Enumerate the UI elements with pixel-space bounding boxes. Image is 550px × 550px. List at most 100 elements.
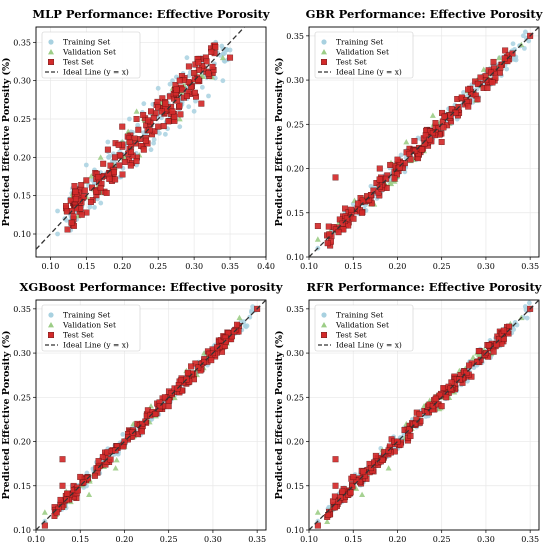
legend-validation-marker bbox=[321, 49, 327, 55]
test-point bbox=[324, 240, 331, 247]
training-point bbox=[193, 98, 198, 104]
test-point bbox=[339, 488, 346, 495]
x-tick-label: 0.15 bbox=[344, 262, 362, 271]
y-tick-label: 0.10 bbox=[286, 253, 304, 262]
test-point bbox=[95, 458, 102, 465]
legend-label: Validation Set bbox=[335, 321, 389, 330]
chart-title: XGBoost Performance: Effective porosity bbox=[19, 280, 282, 294]
test-point bbox=[81, 187, 88, 194]
training-point bbox=[186, 73, 192, 79]
chart-title: MLP Performance: Effective Porosity bbox=[32, 7, 270, 21]
legend-training-marker bbox=[48, 39, 54, 45]
test-point bbox=[223, 338, 230, 345]
test-point bbox=[152, 411, 159, 418]
ideal-line bbox=[309, 27, 539, 257]
validation-point bbox=[314, 236, 321, 242]
legend-label: Training Set bbox=[63, 38, 110, 47]
y-tick-label: 0.15 bbox=[13, 192, 31, 201]
x-tick-label: 0.20 bbox=[389, 262, 407, 271]
x-tick-label: 0.25 bbox=[149, 262, 167, 271]
test-point bbox=[140, 112, 147, 119]
legend-label: Test Set bbox=[63, 331, 94, 340]
test-point bbox=[367, 465, 374, 472]
training-point bbox=[521, 45, 527, 51]
legend-validation-marker bbox=[321, 322, 327, 328]
y-tick-label: 0.30 bbox=[286, 76, 304, 85]
plot-area bbox=[309, 300, 539, 530]
test-point bbox=[59, 482, 66, 489]
y-axis-label: Predicted Effective Porosity (%) bbox=[1, 330, 12, 499]
test-point bbox=[443, 394, 450, 401]
test-point bbox=[379, 457, 386, 464]
test-point bbox=[214, 344, 221, 351]
validation-point bbox=[86, 491, 93, 498]
test-point bbox=[376, 165, 383, 172]
training-point bbox=[141, 101, 147, 107]
validation-point bbox=[112, 465, 119, 471]
test-point bbox=[391, 175, 398, 182]
test-point bbox=[195, 59, 202, 66]
validation-point bbox=[429, 112, 436, 118]
test-point bbox=[394, 438, 401, 445]
test-point bbox=[138, 428, 145, 435]
test-point bbox=[139, 420, 146, 427]
test-point bbox=[350, 473, 357, 480]
test-point bbox=[326, 231, 333, 238]
test-point bbox=[335, 229, 342, 236]
legend-label: Validation Set bbox=[335, 48, 389, 57]
test-point bbox=[168, 389, 175, 396]
y-axis-label: Predicted Effective Porosity (%) bbox=[274, 57, 285, 226]
y-tick-label: 0.15 bbox=[286, 482, 304, 491]
legend-label: Test Set bbox=[336, 331, 367, 340]
test-point bbox=[99, 454, 106, 461]
validation-point bbox=[388, 180, 395, 187]
y-tick-label: 0.35 bbox=[13, 38, 31, 47]
training-point bbox=[98, 200, 104, 206]
test-point bbox=[407, 156, 414, 163]
test-point bbox=[57, 496, 64, 503]
test-point bbox=[173, 86, 180, 93]
legend-label: Training Set bbox=[336, 311, 383, 320]
test-point bbox=[490, 58, 497, 65]
ideal-line bbox=[36, 300, 266, 530]
test-point bbox=[176, 102, 183, 109]
y-tick-label: 0.20 bbox=[286, 438, 304, 447]
training-point bbox=[106, 154, 112, 160]
test-point bbox=[135, 126, 142, 133]
validation-point bbox=[88, 173, 95, 179]
training-point bbox=[219, 43, 225, 49]
ideal-line bbox=[36, 27, 246, 250]
y-tick-label: 0.25 bbox=[13, 115, 31, 124]
y-tick-label: 0.20 bbox=[13, 153, 31, 162]
test-point bbox=[418, 146, 425, 153]
test-point bbox=[185, 63, 192, 70]
test-point bbox=[423, 409, 430, 416]
training-point bbox=[155, 85, 161, 91]
test-point bbox=[160, 123, 167, 130]
test-point bbox=[376, 176, 383, 183]
test-point bbox=[347, 489, 354, 496]
test-point bbox=[367, 192, 374, 199]
test-point bbox=[387, 161, 394, 168]
test-point bbox=[416, 411, 423, 418]
test-point bbox=[465, 86, 472, 93]
training-point bbox=[135, 122, 141, 128]
test-point bbox=[325, 512, 332, 519]
test-point bbox=[107, 162, 114, 169]
training-point bbox=[247, 314, 253, 320]
test-point bbox=[106, 175, 113, 182]
training-point bbox=[92, 204, 97, 210]
training-point bbox=[186, 104, 192, 110]
y-tick-label: 0.30 bbox=[13, 349, 31, 358]
legend-label: Ideal Line (y = x) bbox=[336, 68, 402, 77]
y-tick-label: 0.10 bbox=[13, 230, 31, 239]
plot-frame bbox=[308, 299, 540, 531]
x-tick-label: 0.35 bbox=[521, 262, 539, 271]
test-point bbox=[372, 452, 379, 459]
test-point bbox=[474, 358, 481, 365]
x-tick-label: 0.15 bbox=[344, 535, 362, 544]
test-point bbox=[68, 219, 75, 226]
